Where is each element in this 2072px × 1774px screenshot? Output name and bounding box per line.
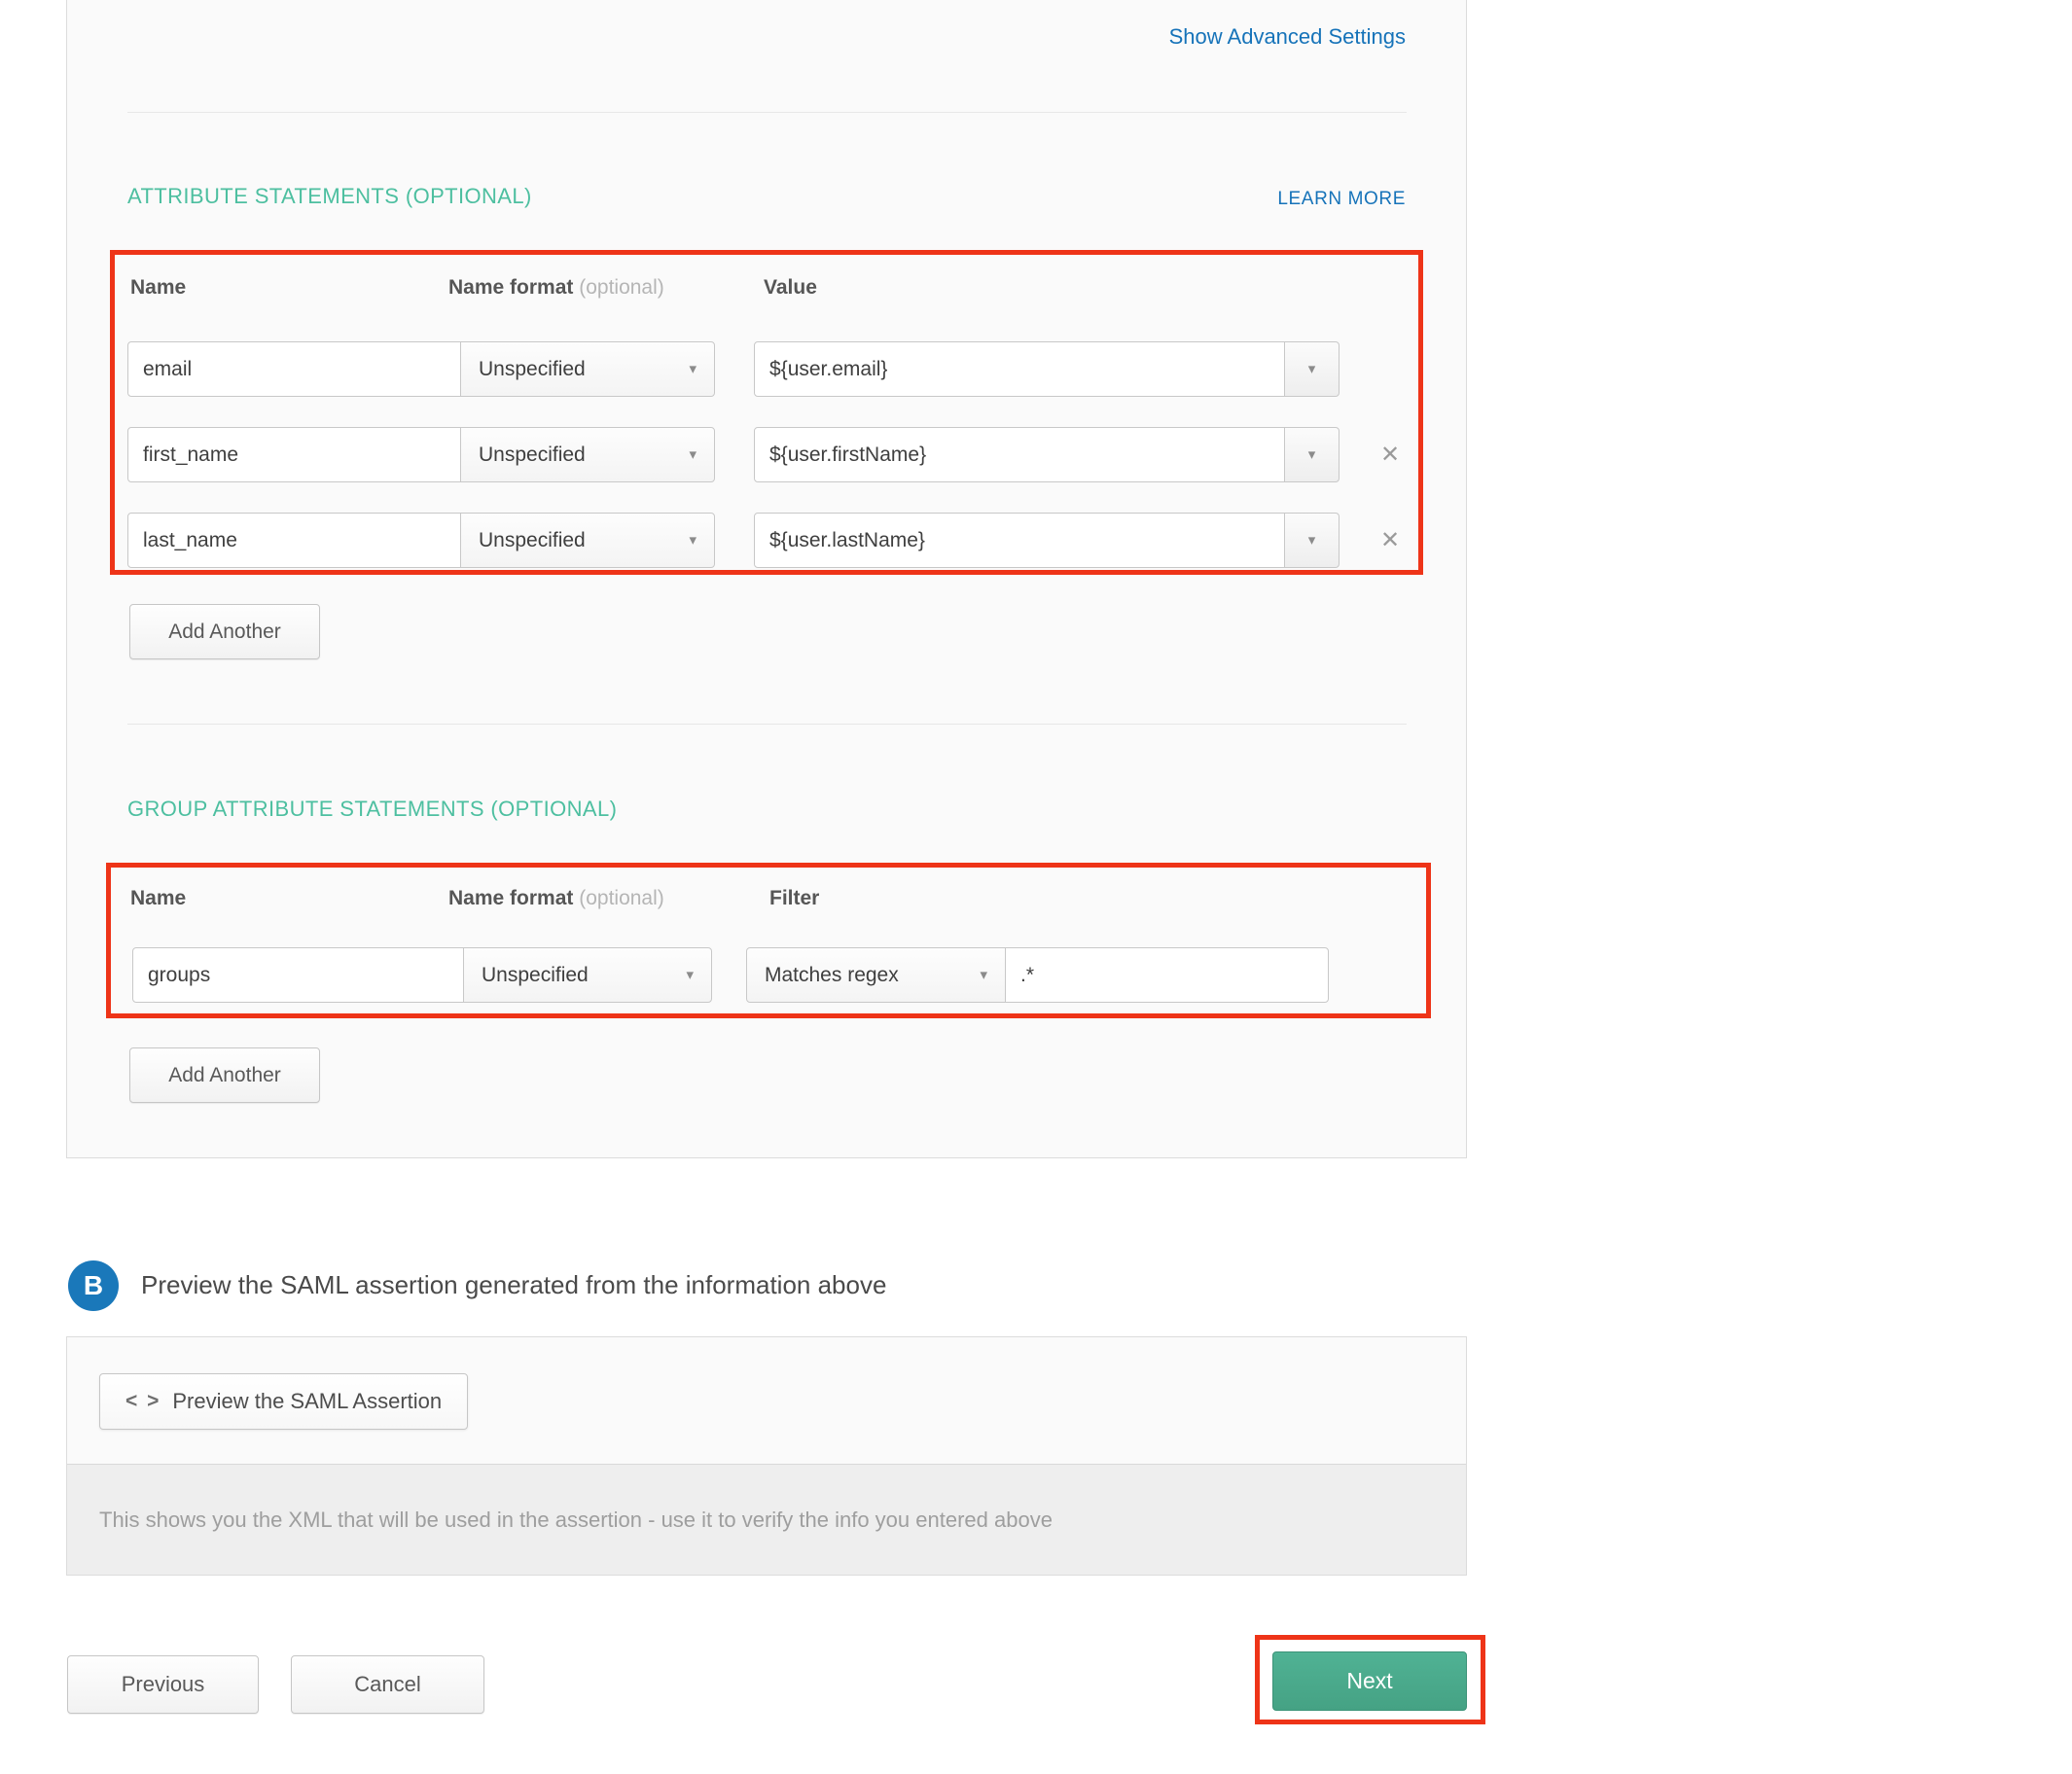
divider — [127, 112, 1407, 113]
chevron-down-icon: ▾ — [1307, 532, 1316, 549]
group-attribute-row: Unspecified ▾ Matches regex ▾ — [132, 947, 1416, 1003]
add-another-attribute-button[interactable]: Add Another — [129, 604, 320, 659]
step-b-label: Preview the SAML assertion generated fro… — [141, 1270, 887, 1299]
chevron-down-icon: ▾ — [1307, 446, 1316, 463]
code-icon: < > — [125, 1390, 161, 1412]
group-attribute-statements-title: GROUP ATTRIBUTE STATEMENTS (OPTIONAL) — [127, 797, 618, 821]
step-b-badge: B — [68, 1260, 119, 1311]
attribute-name-input[interactable] — [127, 427, 461, 482]
preview-note-area: This shows you the XML that will be used… — [67, 1464, 1466, 1575]
name-format-select[interactable]: Unspecified ▾ — [460, 427, 715, 482]
name-format-select[interactable]: Unspecified ▾ — [460, 341, 715, 397]
next-button[interactable]: Next — [1272, 1651, 1467, 1711]
preview-assertion-panel: < > Preview the SAML Assertion This show… — [66, 1336, 1467, 1576]
chevron-down-icon: ▾ — [1307, 361, 1316, 377]
column-header-name: Name — [130, 887, 187, 909]
attribute-statements-title: ATTRIBUTE STATEMENTS (OPTIONAL) — [127, 184, 532, 208]
name-format-select[interactable]: Unspecified ▾ — [463, 947, 712, 1003]
column-header-filter: Filter — [769, 887, 820, 909]
cancel-button[interactable]: Cancel — [291, 1655, 484, 1714]
group-name-input[interactable] — [132, 947, 464, 1003]
add-another-group-attribute-button[interactable]: Add Another — [129, 1047, 320, 1103]
attribute-value-input[interactable] — [754, 341, 1285, 397]
attribute-name-input[interactable] — [127, 341, 461, 397]
attribute-value-input[interactable] — [754, 513, 1285, 568]
attribute-row: Unspecified ▾ ▾ — [127, 341, 1411, 397]
chevron-down-icon: ▾ — [980, 967, 987, 983]
chevron-down-icon: ▾ — [689, 446, 697, 463]
column-header-name: Name — [130, 276, 187, 299]
next-button-annotation-box: Next — [1255, 1635, 1485, 1724]
name-format-select[interactable]: Unspecified ▾ — [460, 513, 715, 568]
attribute-name-input[interactable] — [127, 513, 461, 568]
column-header-name-format: Name format (optional) — [448, 276, 664, 299]
filter-type-select[interactable]: Matches regex ▾ — [746, 947, 1006, 1003]
preview-saml-assertion-button[interactable]: < > Preview the SAML Assertion — [99, 1373, 469, 1430]
chevron-down-icon: ▾ — [689, 532, 697, 549]
show-advanced-settings-link[interactable]: Show Advanced Settings — [1168, 24, 1406, 49]
remove-row-icon[interactable]: ✕ — [1379, 442, 1401, 468]
value-dropdown-button[interactable]: ▾ — [1284, 341, 1340, 397]
attribute-value-input[interactable] — [754, 427, 1285, 482]
value-dropdown-button[interactable]: ▾ — [1284, 513, 1340, 568]
column-header-value: Value — [764, 276, 817, 299]
learn-more-link[interactable]: LEARN MORE — [1277, 189, 1406, 209]
previous-button[interactable]: Previous — [67, 1655, 259, 1714]
filter-value-input[interactable] — [1005, 947, 1329, 1003]
chevron-down-icon: ▾ — [686, 967, 694, 983]
divider — [127, 724, 1407, 725]
attribute-statements-annotation-box: Name Name format (optional) Value Unspec… — [110, 250, 1423, 575]
chevron-down-icon: ▾ — [689, 361, 697, 377]
value-dropdown-button[interactable]: ▾ — [1284, 427, 1340, 482]
attribute-row: Unspecified ▾ ▾ ✕ — [127, 427, 1411, 482]
preview-note-text: This shows you the XML that will be used… — [99, 1507, 1053, 1532]
group-attribute-statements-annotation-box: Name Name format (optional) Filter Unspe… — [106, 863, 1431, 1018]
remove-row-icon[interactable]: ✕ — [1379, 527, 1401, 553]
column-header-name-format: Name format (optional) — [448, 887, 664, 909]
saml-settings-panel: Show Advanced Settings ATTRIBUTE STATEME… — [66, 0, 1467, 1158]
attribute-row: Unspecified ▾ ▾ ✕ — [127, 513, 1411, 568]
